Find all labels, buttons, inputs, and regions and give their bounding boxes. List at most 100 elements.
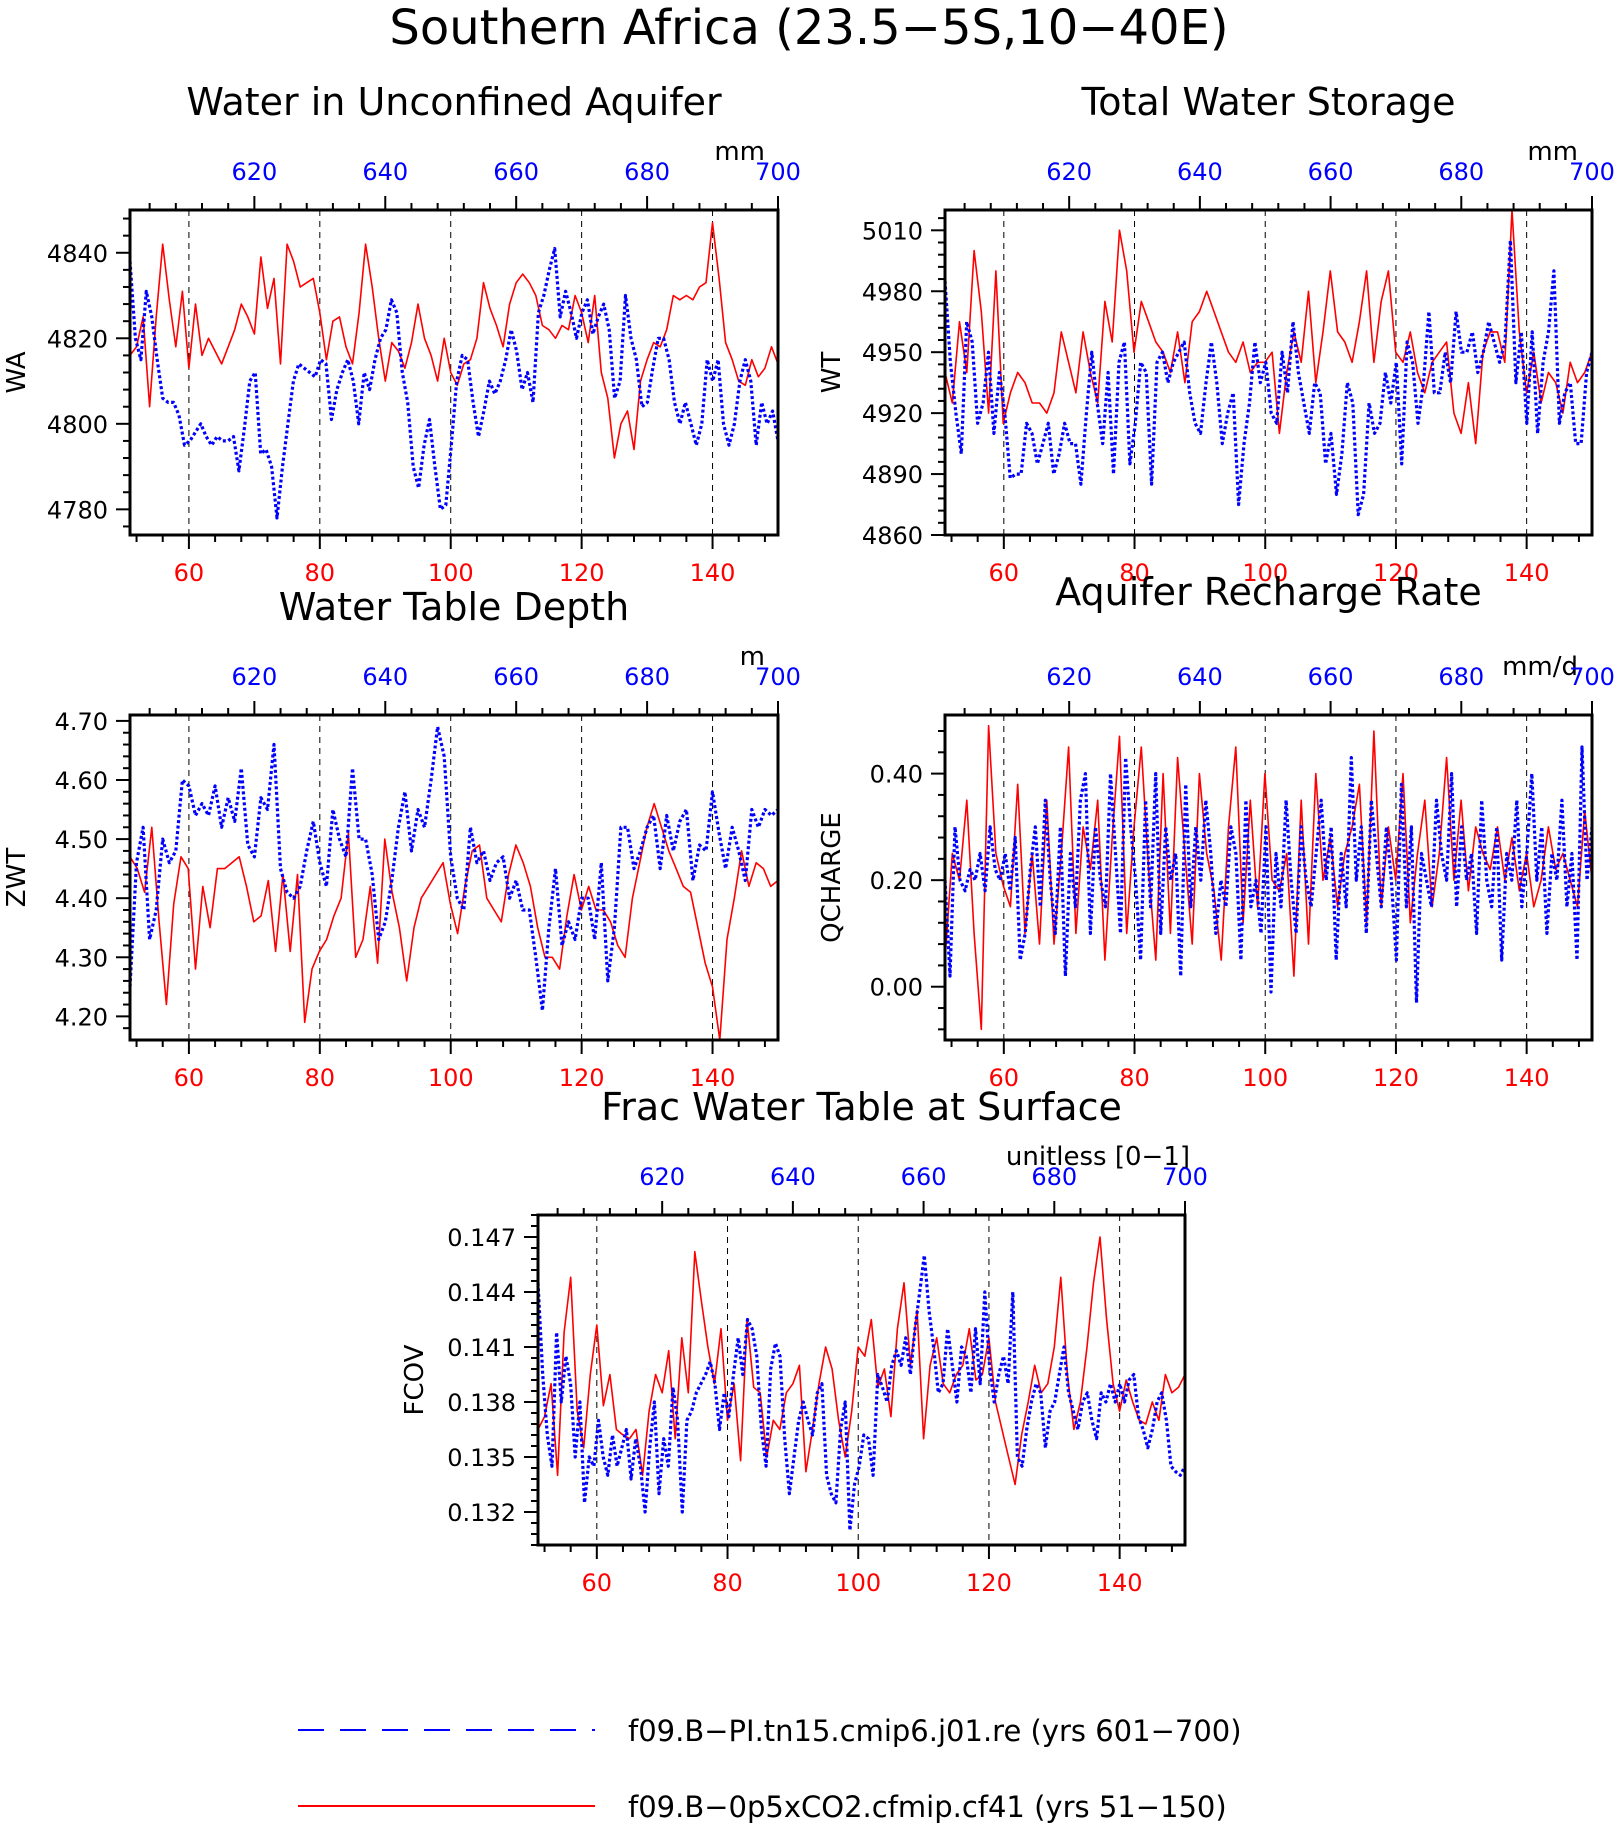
y-axis-label: FCOV [400, 1344, 430, 1415]
series-line-red [537, 1236, 1186, 1486]
panel-title: Total Water Storage [1081, 80, 1456, 124]
y-tick-label: 0.138 [447, 1389, 516, 1417]
x-top-tick-label: 700 [1569, 663, 1615, 691]
x-bottom-tick-label: 120 [559, 1064, 605, 1092]
x-top-tick-label: 700 [755, 158, 801, 186]
y-tick-label: 0.147 [447, 1224, 516, 1252]
x-top-tick-label: 620 [231, 158, 277, 186]
x-top-tick-label: 680 [1438, 663, 1484, 691]
panel-water-table-depth: Water Table Depth m 4.20 4.30 4.40 4.50 4.60 4.… [2, 585, 801, 1092]
panel-frac-water-table-at-surface: Frac Water Table at Surface unitless [0−1… [400, 1085, 1208, 1597]
x-top-tick-label: 700 [1162, 1163, 1208, 1191]
series-line-blue [943, 238, 1594, 517]
panel-aquifer-recharge-rate: Aquifer Recharge Rate mm/d 0.00 0.20 0.40 60 8… [817, 570, 1615, 1092]
units-label: unitless [0−1] [1006, 1142, 1190, 1172]
x-top-tick-label: 660 [1308, 663, 1354, 691]
x-bottom-tick-label: 100 [1242, 559, 1288, 587]
y-tick-label: 4.40 [55, 885, 108, 913]
y-tick-label: 0.135 [447, 1444, 516, 1472]
panel-total-water-storage: Total Water Storage mm 4860 4890 4920 4950 498… [817, 80, 1615, 587]
x-top-tick-label: 620 [1046, 663, 1092, 691]
x-bottom-tick-label: 60 [989, 1064, 1020, 1092]
units-label: mm [1527, 137, 1578, 167]
y-tick-label: 4820 [47, 325, 108, 353]
x-top-tick-label: 680 [624, 663, 670, 691]
plot-frame [536, 1213, 1187, 1547]
x-bottom-tick-label: 140 [1504, 1064, 1550, 1092]
x-top-tick-label: 640 [1177, 663, 1223, 691]
x-top-tick-label: 620 [231, 663, 277, 691]
x-top-tick-label: 640 [362, 663, 408, 691]
x-bottom-tick-label: 120 [1373, 559, 1419, 587]
series-line-blue [128, 725, 780, 1013]
series-line-blue [536, 1253, 1187, 1532]
y-tick-label: 4.50 [55, 826, 108, 854]
x-bottom-tick-label: 140 [690, 1064, 736, 1092]
y-tick-label: 4920 [862, 400, 923, 428]
series-line-red [129, 802, 779, 1041]
x-top-tick-label: 680 [624, 158, 670, 186]
x-bottom-tick-label: 80 [1119, 1064, 1150, 1092]
x-bottom-tick-label: 100 [428, 1064, 474, 1092]
y-tick-label: 4780 [47, 496, 108, 524]
x-bottom-tick-label: 80 [712, 1569, 743, 1597]
x-bottom-tick-label: 80 [305, 559, 336, 587]
panel-title: Frac Water Table at Surface [601, 1085, 1122, 1129]
figure-title: Southern Africa (23.5−5S,10−40E) [389, 0, 1228, 56]
plot-frame [943, 208, 1594, 537]
x-bottom-tick-label: 100 [835, 1569, 881, 1597]
panel-title: Aquifer Recharge Rate [1055, 570, 1482, 614]
y-tick-label: 0.20 [870, 867, 923, 895]
x-top-tick-label: 680 [1031, 1163, 1077, 1191]
plot-frame [943, 713, 1594, 1042]
legend-label-blue: f09.B−PI.tn15.cmip6.j01.re (yrs 601−700) [628, 1714, 1242, 1748]
x-bottom-tick-label: 140 [1504, 559, 1550, 587]
y-tick-label: 0.141 [447, 1334, 516, 1362]
y-tick-label: 4.70 [55, 708, 108, 736]
x-top-tick-label: 620 [1046, 158, 1092, 186]
x-top-tick-label: 660 [493, 663, 539, 691]
y-tick-label: 4890 [862, 461, 923, 489]
x-bottom-tick-label: 60 [174, 559, 205, 587]
x-bottom-tick-label: 80 [1119, 559, 1150, 587]
x-bottom-tick-label: 80 [305, 1064, 336, 1092]
x-top-tick-label: 640 [770, 1163, 816, 1191]
x-top-tick-label: 640 [1177, 158, 1223, 186]
y-tick-label: 4.60 [55, 767, 108, 795]
x-top-tick-label: 700 [755, 663, 801, 691]
y-tick-label: 0.00 [870, 974, 923, 1002]
y-axis-label: WA [2, 351, 32, 393]
x-bottom-tick-label: 60 [174, 1064, 205, 1092]
panel-title: Water Table Depth [279, 585, 630, 629]
y-axis-label: WT [817, 352, 847, 394]
x-bottom-tick-label: 100 [428, 559, 474, 587]
y-tick-label: 4980 [862, 278, 923, 306]
x-top-tick-label: 700 [1569, 158, 1615, 186]
series-line-blue [943, 745, 1594, 1005]
x-top-tick-label: 660 [1308, 158, 1354, 186]
panel-water-in-unconfined-aquifer: Water in Unconfined Aquifer mm 4780 4800 482… [2, 80, 801, 587]
series-line-blue [128, 246, 780, 520]
x-bottom-tick-label: 120 [559, 559, 605, 587]
x-bottom-tick-label: 140 [690, 559, 736, 587]
x-top-tick-label: 660 [493, 158, 539, 186]
x-top-tick-label: 680 [1438, 158, 1484, 186]
y-tick-label: 5010 [862, 217, 923, 245]
y-tick-label: 4800 [47, 411, 108, 439]
units-label: mm [714, 137, 765, 167]
x-bottom-tick-label: 60 [989, 559, 1020, 587]
y-tick-label: 4840 [47, 240, 108, 268]
x-bottom-tick-label: 140 [1097, 1569, 1143, 1597]
y-tick-label: 4950 [862, 339, 923, 367]
y-tick-label: 4.20 [55, 1003, 108, 1031]
x-top-tick-label: 620 [639, 1163, 685, 1191]
legend-label-red: f09.B−0p5xCO2.cfmip.cf41 (yrs 51−150) [628, 1790, 1227, 1824]
x-bottom-tick-label: 100 [1242, 1064, 1288, 1092]
series-line-red [129, 222, 779, 459]
x-bottom-tick-label: 60 [582, 1569, 613, 1597]
x-bottom-tick-label: 120 [1373, 1064, 1419, 1092]
units-label: mm/d [1502, 652, 1578, 682]
units-label: m [740, 642, 765, 672]
plot-frame [128, 713, 780, 1042]
